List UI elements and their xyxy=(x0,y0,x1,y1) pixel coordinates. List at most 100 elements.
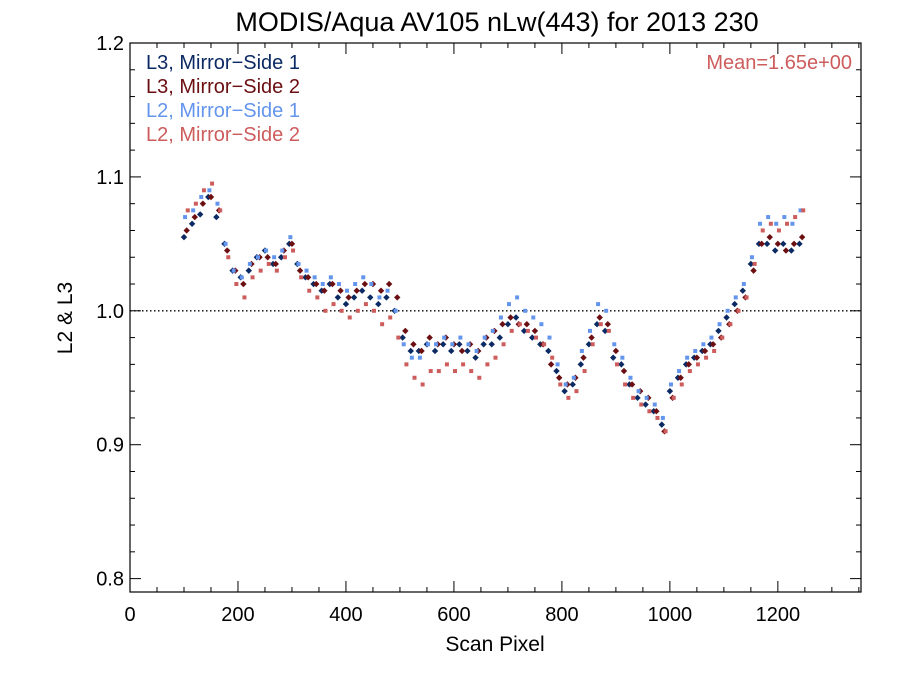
x-tick-label: 1200 xyxy=(756,604,801,626)
data-point xyxy=(782,215,787,220)
data-point xyxy=(280,248,285,253)
data-point xyxy=(758,221,763,226)
data-point xyxy=(612,342,617,347)
data-point xyxy=(347,315,352,320)
data-point xyxy=(593,320,601,328)
data-point xyxy=(469,369,474,374)
data-point xyxy=(401,342,406,347)
data-point xyxy=(561,387,568,395)
data-point xyxy=(553,367,560,375)
data-point xyxy=(409,355,414,360)
data-point xyxy=(493,355,498,360)
data-point xyxy=(380,322,385,327)
data-point xyxy=(428,369,433,374)
data-point xyxy=(517,322,522,327)
data-point xyxy=(771,247,779,254)
data-point xyxy=(628,375,633,380)
data-point xyxy=(739,287,746,294)
data-point xyxy=(693,348,698,353)
data-point xyxy=(598,322,603,327)
data-point xyxy=(272,255,277,260)
data-point xyxy=(709,341,717,348)
data-point xyxy=(628,381,636,388)
data-point xyxy=(466,342,471,347)
legend: L3, Mirror−Side 1L3, Mirror−Side 2L2, Mi… xyxy=(146,52,300,146)
data-point xyxy=(580,354,587,361)
data-point xyxy=(223,241,228,246)
chart-title: MODIS/Aqua AV105 nLw(443) for 2013 230 xyxy=(235,7,758,37)
data-point xyxy=(361,275,366,280)
data-point xyxy=(728,322,733,327)
data-point xyxy=(472,354,479,361)
data-point xyxy=(264,248,269,253)
data-point xyxy=(539,322,544,327)
data-point xyxy=(461,362,466,367)
data-point xyxy=(337,287,344,294)
data-point xyxy=(210,181,215,186)
data-point xyxy=(509,328,514,333)
data-point xyxy=(274,268,279,273)
data-point xyxy=(385,280,393,288)
data-point xyxy=(439,341,447,348)
x-tick-label: 0 xyxy=(124,604,135,626)
data-point xyxy=(183,227,190,234)
data-point xyxy=(788,247,795,254)
data-point xyxy=(385,288,390,293)
data-point xyxy=(474,348,479,353)
data-point xyxy=(255,255,260,260)
data-point xyxy=(798,233,806,241)
data-point xyxy=(191,208,196,213)
data-point xyxy=(685,361,692,368)
data-point xyxy=(547,335,552,340)
data-point xyxy=(709,335,714,340)
data-point xyxy=(733,295,738,300)
data-point xyxy=(685,355,690,360)
data-point xyxy=(618,361,625,368)
data-point xyxy=(747,260,755,268)
data-point xyxy=(328,275,333,280)
series-4 xyxy=(185,181,806,434)
data-point xyxy=(556,374,563,381)
data-point xyxy=(353,287,360,294)
data-point xyxy=(313,280,320,288)
data-point xyxy=(582,369,587,374)
data-point xyxy=(393,308,398,313)
data-point xyxy=(763,240,771,248)
series-3 xyxy=(183,188,803,420)
data-point xyxy=(242,295,247,300)
data-point xyxy=(436,369,441,374)
data-point xyxy=(563,382,568,387)
data-point xyxy=(258,268,263,273)
data-point xyxy=(321,287,328,294)
data-point xyxy=(655,415,660,420)
data-point xyxy=(496,334,504,341)
data-point xyxy=(396,335,401,340)
data-point xyxy=(588,334,595,341)
data-point xyxy=(750,267,757,274)
data-point xyxy=(504,320,512,328)
data-point xyxy=(623,382,628,387)
data-point xyxy=(609,354,617,361)
data-point xyxy=(660,415,665,420)
data-point xyxy=(213,213,220,221)
data-point xyxy=(323,308,328,313)
data-point xyxy=(193,201,198,206)
data-point xyxy=(453,369,458,374)
x-tick-label: 1000 xyxy=(648,604,693,626)
data-point xyxy=(529,334,536,341)
data-point xyxy=(793,215,798,220)
data-point xyxy=(766,233,773,241)
data-point xyxy=(377,287,385,294)
data-point xyxy=(653,408,660,415)
data-point xyxy=(507,314,514,321)
data-point xyxy=(431,347,439,355)
data-point xyxy=(741,282,746,287)
data-point xyxy=(569,381,576,388)
data-point xyxy=(312,275,317,280)
data-point xyxy=(801,208,806,213)
data-point xyxy=(388,315,393,320)
data-point xyxy=(715,327,722,335)
data-point xyxy=(766,215,771,220)
data-point xyxy=(417,355,422,360)
